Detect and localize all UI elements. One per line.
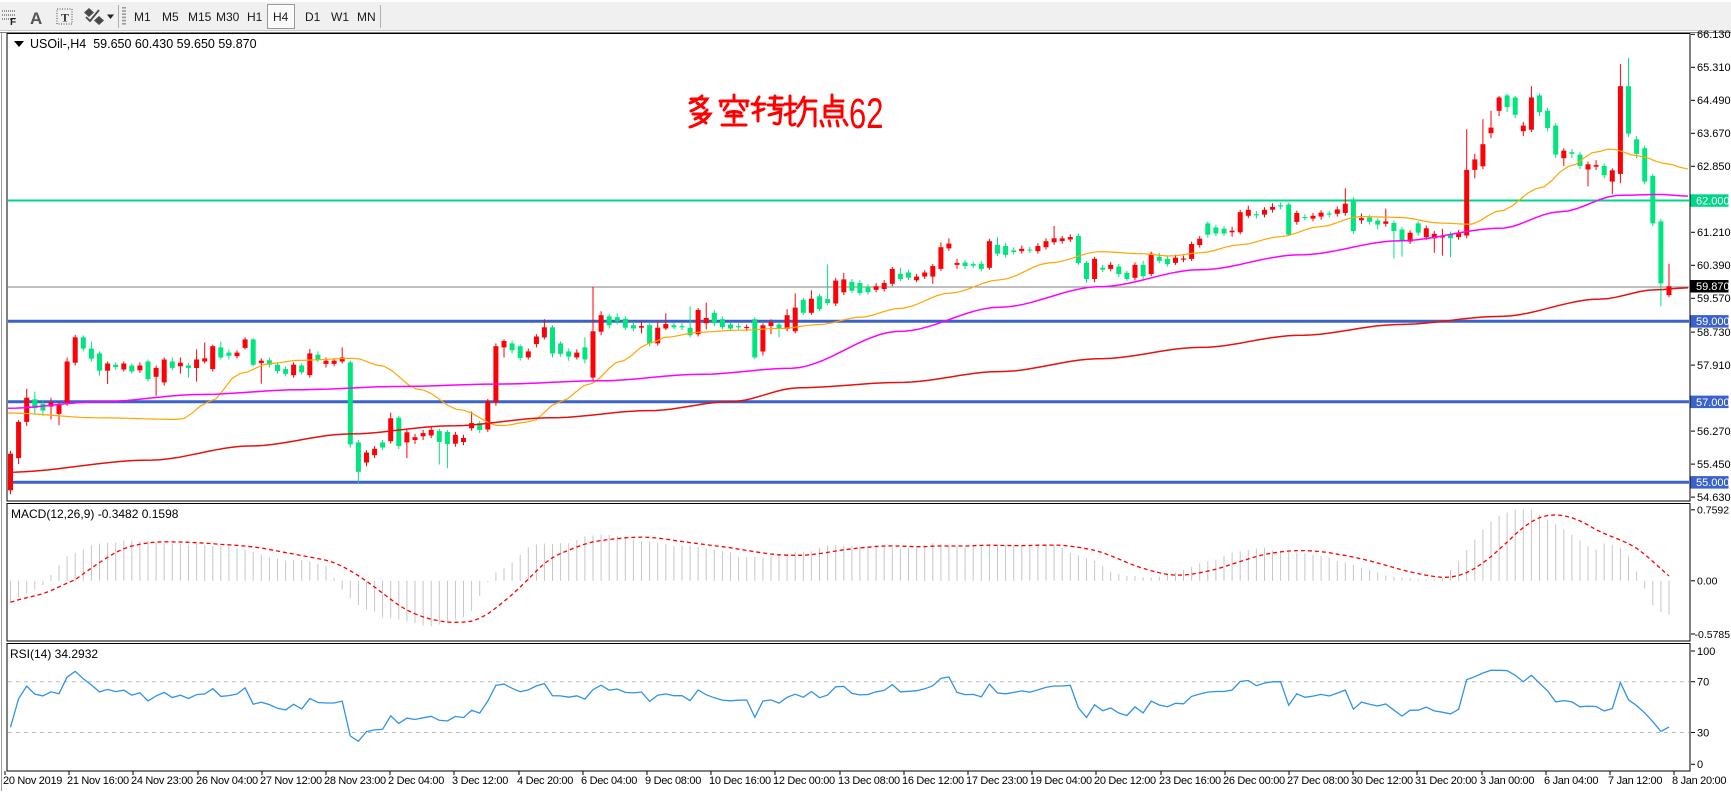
svg-text:30: 30 [1697,727,1709,739]
svg-text:3 Jan 00:00: 3 Jan 00:00 [1480,775,1534,787]
svg-text:0.7592: 0.7592 [1697,505,1729,517]
svg-text:54.630: 54.630 [1697,492,1731,504]
svg-text:26 Dec 00:00: 26 Dec 00:00 [1223,775,1285,787]
svg-text:D1: D1 [305,10,321,24]
svg-text:100: 100 [1697,646,1715,658]
svg-text:20 Dec 12:00: 20 Dec 12:00 [1094,775,1156,787]
svg-text:23 Dec 16:00: 23 Dec 16:00 [1159,775,1221,787]
svg-text:65.310: 65.310 [1697,62,1731,74]
svg-text:59.870: 59.870 [1696,281,1730,293]
svg-text:H4: H4 [273,10,289,24]
svg-text:MN: MN [357,10,376,24]
svg-text:21 Nov 16:00: 21 Nov 16:00 [67,775,129,787]
svg-text:M1: M1 [134,10,151,24]
svg-text:26 Nov 04:00: 26 Nov 04:00 [196,775,258,787]
svg-text:59.570: 59.570 [1697,293,1731,305]
svg-text:55.450: 55.450 [1697,459,1731,471]
svg-text:H1: H1 [247,10,263,24]
svg-text:24 Nov 23:00: 24 Nov 23:00 [131,775,193,787]
svg-text:60.390: 60.390 [1697,260,1731,272]
svg-text:MACD(12,26,9) -0.3482 0.1598: MACD(12,26,9) -0.3482 0.1598 [11,507,179,521]
svg-text:57.910: 57.910 [1697,360,1731,372]
svg-text:USOil-,H4 59.650 60.430 59.65: USOil-,H4 59.650 60.430 59.650 59.870 [30,37,257,51]
svg-text:58.730: 58.730 [1697,327,1731,339]
svg-text:4 Dec 20:00: 4 Dec 20:00 [517,775,573,787]
svg-text:28 Nov 23:00: 28 Nov 23:00 [324,775,386,787]
svg-text:62.850: 62.850 [1697,161,1731,173]
svg-text:0: 0 [1697,759,1703,771]
svg-text:12 Dec 00:00: 12 Dec 00:00 [773,775,835,787]
svg-text:56.270: 56.270 [1697,426,1731,438]
svg-text:6 Dec 04:00: 6 Dec 04:00 [581,775,637,787]
svg-text:59.000: 59.000 [1696,316,1730,328]
svg-text:66.130: 66.130 [1697,29,1731,41]
svg-text:M15: M15 [188,10,212,24]
svg-text:8 Jan 20:00: 8 Jan 20:00 [1672,775,1726,787]
svg-text:62: 62 [849,89,883,137]
svg-text:17 Dec 23:00: 17 Dec 23:00 [966,775,1028,787]
svg-text:27 Nov 12:00: 27 Nov 12:00 [260,775,322,787]
svg-text:3 Dec 12:00: 3 Dec 12:00 [452,775,508,787]
svg-text:30 Dec 12:00: 30 Dec 12:00 [1351,775,1413,787]
svg-text:57.000: 57.000 [1696,397,1730,409]
svg-text:70: 70 [1697,677,1709,689]
svg-text:62.000: 62.000 [1696,196,1730,208]
svg-text:7 Jan 12:00: 7 Jan 12:00 [1608,775,1662,787]
svg-text:2 Dec 04:00: 2 Dec 04:00 [388,775,444,787]
svg-text:6 Jan 04:00: 6 Jan 04:00 [1544,775,1598,787]
svg-text:19 Dec 04:00: 19 Dec 04:00 [1030,775,1092,787]
svg-text:-0.5785: -0.5785 [1695,629,1731,641]
svg-text:61.210: 61.210 [1697,227,1731,239]
svg-text:9 Dec 08:00: 9 Dec 08:00 [645,775,701,787]
svg-text:13 Dec 08:00: 13 Dec 08:00 [838,775,900,787]
svg-text:M30: M30 [216,10,240,24]
svg-text:27 Dec 08:00: 27 Dec 08:00 [1287,775,1349,787]
svg-text:0.00: 0.00 [1697,576,1718,588]
svg-text:31 Dec 20:00: 31 Dec 20:00 [1415,775,1477,787]
svg-text:F: F [10,17,16,28]
svg-text:A: A [30,9,42,28]
svg-text:10 Dec 16:00: 10 Dec 16:00 [709,775,771,787]
svg-text:W1: W1 [331,10,349,24]
svg-text:RSI(14) 34.2932: RSI(14) 34.2932 [10,647,98,661]
svg-text:M5: M5 [162,10,179,24]
svg-text:16 Dec 12:00: 16 Dec 12:00 [902,775,964,787]
svg-text:55.000: 55.000 [1696,477,1730,489]
svg-text:63.670: 63.670 [1697,128,1731,140]
svg-text:64.490: 64.490 [1697,95,1731,107]
svg-text:T: T [61,11,69,25]
svg-text:20 Nov 2019: 20 Nov 2019 [3,775,62,787]
